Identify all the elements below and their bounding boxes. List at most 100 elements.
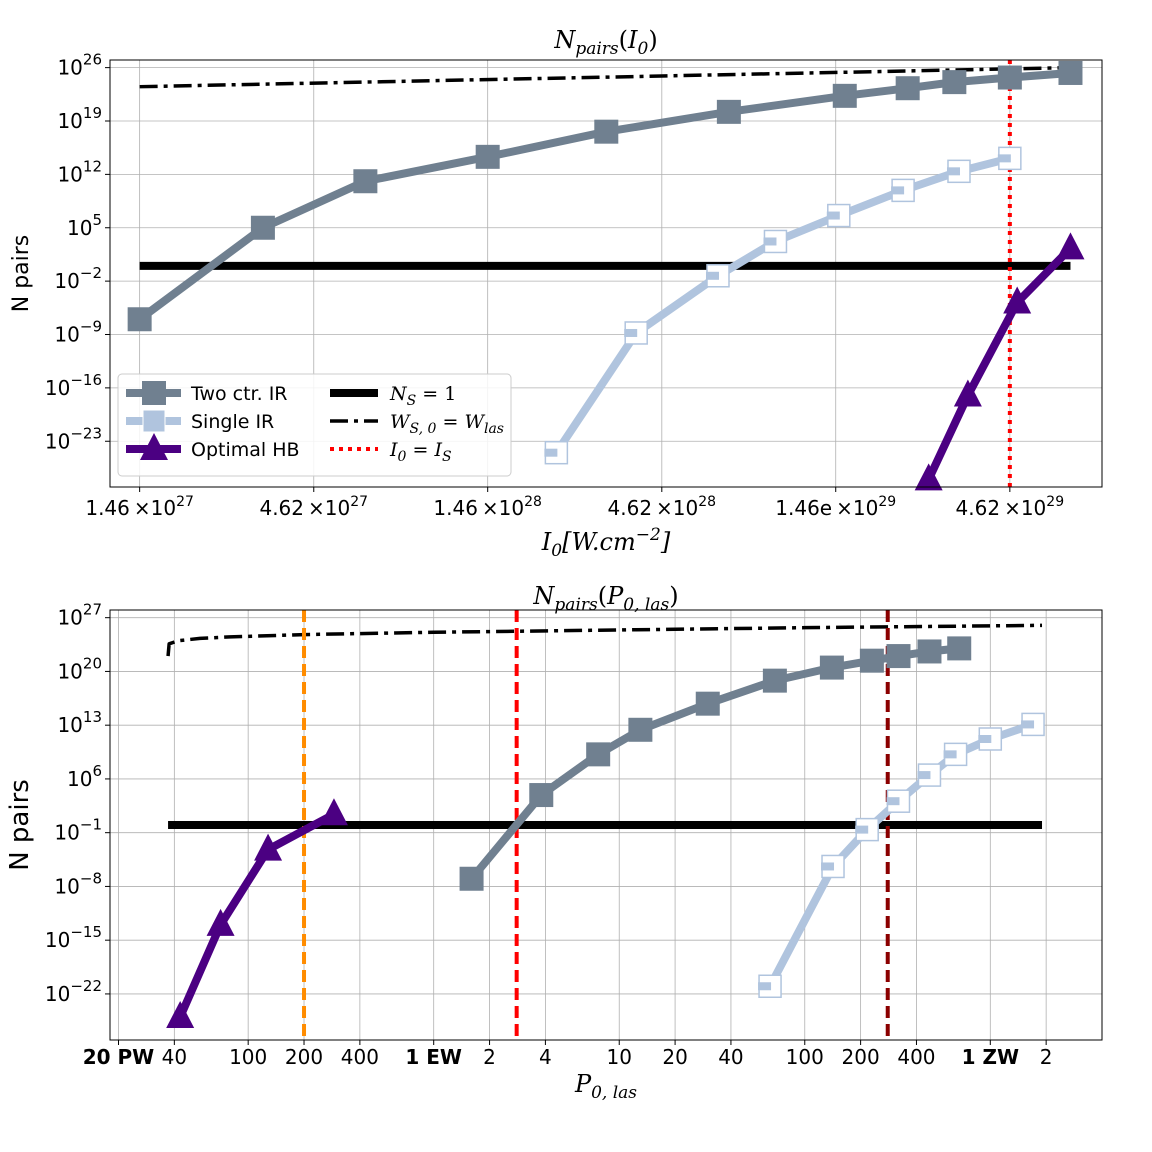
x-axis-label: P0, las [574,1070,637,1103]
data-point-fill-single-ir [705,271,719,280]
legend-label-ns: NS = 1 [389,383,456,409]
data-point-two-ctr-ir [353,169,378,194]
data-point-two-ctr-ir [475,144,500,169]
x-tick-label: 400 [341,1045,379,1069]
x-tick-label: 1 EW [405,1045,462,1069]
data-point-fill-single-ir [891,186,905,195]
legend-label-ws: WS, 0 = Wlas [390,411,504,437]
plot-frame [109,609,1103,1041]
x-tick-label: 4.62 ×1028 [608,494,717,520]
x-tick-label: 40 [162,1045,187,1069]
chart-title: Npairs(I0) [553,26,657,59]
data-point-two-ctr-ir [1058,60,1083,85]
chart-top: 1.46 ×1027 4.62 ×1027 1.46 ×1028 4.62 ×1028 1.46… [9,26,1103,561]
y-tick-label: 1013 [57,708,102,737]
data-point-optimal-hb [1003,286,1032,314]
data-point-optimal-hb [254,833,283,861]
x-tick-label: 10 [607,1045,632,1069]
data-point-fill-single-ir [886,797,900,806]
data-point-two-ctr-ir [594,119,619,144]
data-point-optimal-hb [1056,232,1085,260]
data-point-fill-single-ir [943,750,957,759]
x-tick-label: 100 [229,1045,267,1069]
x-tick-label: 1 ZW [962,1045,1019,1069]
ws-equals-wlas-line [139,65,1071,89]
data-point-optimal-hb [953,379,982,407]
y-tick-label: 10−8 [54,869,102,898]
data-point-two-ctr-ir [695,691,720,716]
x-tick-label: 40 [718,1045,743,1069]
data-point-two-ctr-ir [886,644,911,669]
data-point-fill-single-ir [758,982,772,991]
y-tick-label: 10−1 [54,816,102,845]
y-tick-label: 1019 [57,104,102,133]
legend-marker-two [142,381,166,405]
data-point-two-ctr-ir [459,866,484,891]
legend-box [117,373,512,477]
data-point-two-ctr-ir [716,99,741,124]
data-point-two-ctr-ir [529,783,554,808]
x-tick-label: 20 PW [83,1045,155,1069]
data-point-optimal-hb [166,1000,195,1028]
x-tick-label: 1.46e ×1029 [775,494,896,520]
data-point-fill-single-ir [917,771,931,780]
y-tick-label: 1027 [57,601,102,630]
data-point-fill-single-ir [978,735,992,743]
data-point-two-ctr-ir [628,717,653,742]
y-tick-label: 1020 [57,654,102,683]
legend-label-two: Two ctr. IR [190,383,288,405]
legend-label-opt: Optimal HB [191,439,300,461]
data-point-two-ctr-ir [250,215,275,240]
data-point-two-ctr-ir [947,636,972,661]
y-tick-label: 10−9 [54,318,102,347]
y-tick-label: 1026 [57,51,102,80]
data-point-optimal-hb [206,908,235,936]
x-tick-label: 400 [897,1045,935,1069]
legend-label-is: I0 = IS [389,439,452,465]
data-point-fill-single-ir [997,154,1011,163]
data-point-two-ctr-ir [832,83,857,108]
y-axis-label: N pairs [9,235,34,313]
data-point-fill-single-ir [821,862,835,871]
x-tick-label: 2 [483,1045,496,1069]
legend-marker-opt [140,433,168,460]
x-tick-label: 2 [1040,1045,1053,1069]
legend: Two ctr. IR Single IR Optimal HB NS = 1WS, … [117,373,512,477]
data-point-two-ctr-ir [895,76,920,101]
data-point-optimal-hb [914,463,943,491]
data-point-fill-single-ir [946,167,960,176]
chart-bottom: 20 PW 40 100 200 400 1 EW 2 4 10 20 40 100 200 400 1 Z… [5,582,1103,1103]
data-point-two-ctr-ir [127,307,152,332]
data-point-fill-single-ir [855,825,869,834]
data-point-fill-single-ir [763,237,777,246]
y-tick-label: 10−15 [45,923,102,952]
y-tick-label: 10−22 [45,977,102,1006]
plot-frame [109,59,1103,488]
data-point-two-ctr-ir [859,648,884,673]
data-point-two-ctr-ir [997,65,1022,90]
y-tick-label: 10−2 [54,264,102,293]
data-point-fill-single-ir [826,211,840,220]
x-tick-label: 20 [662,1045,687,1069]
series-line-optimal-hb [176,810,336,1019]
x-tick-label: 4.62 ×1029 [956,494,1065,520]
y-tick-label: 10−23 [45,424,102,453]
series-line-optimal-hb [925,245,1074,482]
chart-title: Npairs(P0, las) [532,582,678,615]
data-point-optimal-hb [319,798,348,826]
data-point-two-ctr-ir [586,742,611,767]
data-point-fill-single-ir [624,328,638,337]
x-tick-label: 200 [842,1045,880,1069]
y-tick-label: 10−16 [45,371,102,400]
legend-label-single: Single IR [191,411,274,433]
ws-equals-wlas-line [166,623,1043,657]
x-tick-label: 200 [285,1045,323,1069]
y-axis-label: N pairs [5,779,35,871]
y-tick-label: 1012 [57,157,102,186]
x-tick-label: 4.62 ×1027 [259,494,368,520]
y-tick-label: 105 [67,211,102,240]
data-point-two-ctr-ir [917,639,942,664]
data-point-fill-single-ir [544,448,558,457]
data-point-two-ctr-ir [942,70,967,95]
